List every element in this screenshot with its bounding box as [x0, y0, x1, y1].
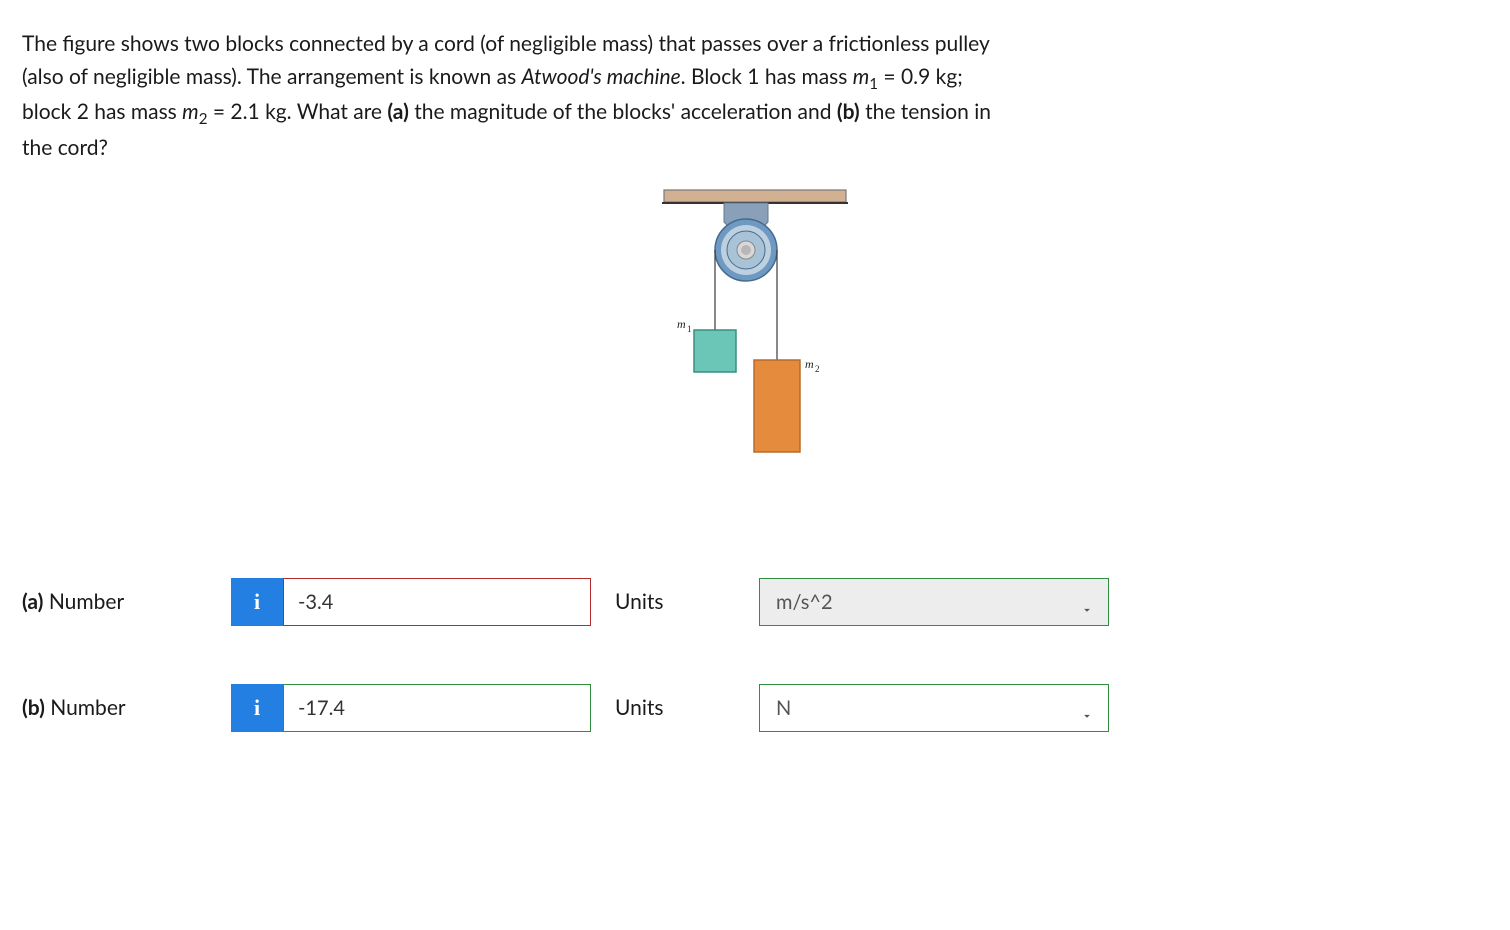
- text: = 0.9 kg;: [878, 64, 963, 89]
- answer-grid: (a) Number i Units m/s^2 (b) Number i Un…: [22, 578, 1488, 732]
- label-text: Number: [43, 589, 124, 614]
- units-value: m/s^2: [776, 587, 833, 618]
- text: block 2 has mass: [22, 99, 182, 124]
- svg-text:1: 1: [687, 324, 692, 334]
- text: (also of negligible mass). The arrangeme…: [22, 64, 522, 89]
- label-bold: (b): [22, 695, 45, 720]
- label-text: Number: [45, 695, 126, 720]
- var-m1: m: [853, 64, 870, 89]
- units-label: Units: [615, 692, 735, 725]
- italic-term: Atwood's machine: [522, 64, 681, 89]
- text: the cord?: [22, 135, 108, 160]
- answer-b-label: (b) Number: [22, 692, 207, 725]
- chevron-down-icon: [1080, 595, 1094, 609]
- text: the magnitude of the blocks' acceleratio…: [409, 99, 837, 124]
- answer-a-number-group: i: [231, 578, 591, 626]
- text: . Block 1 has mass: [681, 64, 853, 89]
- problem-text: The figure shows two blocks connected by…: [22, 28, 1488, 164]
- svg-text:m: m: [677, 317, 686, 331]
- svg-text:m: m: [805, 357, 814, 371]
- var-m2: m: [182, 99, 199, 124]
- part-a-bold: (a): [387, 99, 408, 124]
- chevron-down-icon: [1080, 701, 1094, 715]
- answer-b-number-group: i: [231, 684, 591, 732]
- info-icon[interactable]: i: [231, 578, 283, 626]
- answer-b-units-select[interactable]: N: [759, 684, 1109, 732]
- answer-a-label: (a) Number: [22, 586, 207, 619]
- answer-a-units-select[interactable]: m/s^2: [759, 578, 1109, 626]
- text: = 2.1 kg. What are: [207, 99, 387, 124]
- part-b-bold: (b): [837, 99, 860, 124]
- svg-text:2: 2: [815, 364, 820, 374]
- text: the tension in: [860, 99, 991, 124]
- answer-b-input[interactable]: [283, 684, 591, 732]
- units-value: N: [776, 693, 791, 724]
- info-icon[interactable]: i: [231, 684, 283, 732]
- units-label: Units: [615, 586, 735, 619]
- sub-1: 1: [869, 75, 878, 93]
- text: The figure shows two blocks connected by…: [22, 31, 990, 56]
- label-bold: (a): [22, 589, 43, 614]
- atwood-figure: m1m2: [22, 188, 1488, 488]
- answer-a-input[interactable]: [283, 578, 591, 626]
